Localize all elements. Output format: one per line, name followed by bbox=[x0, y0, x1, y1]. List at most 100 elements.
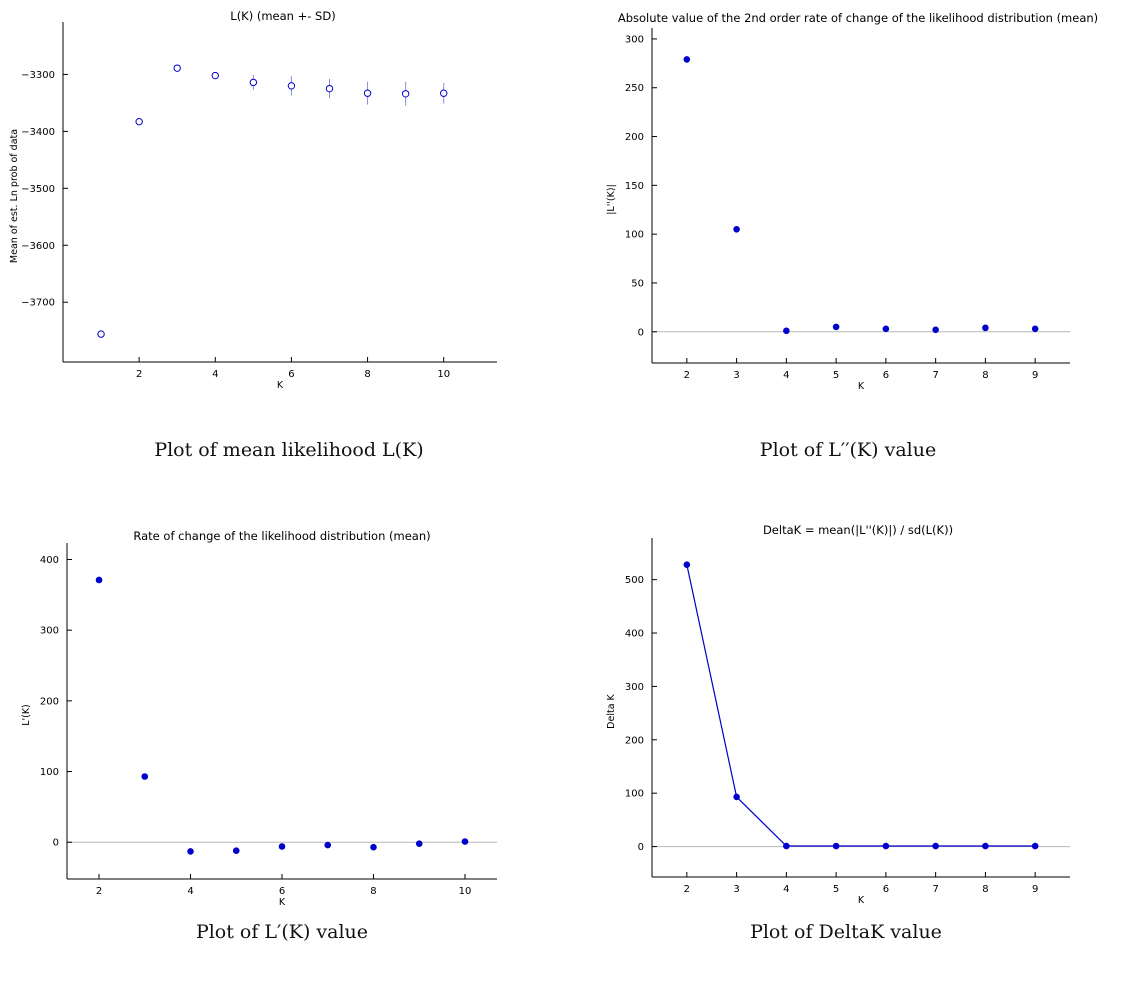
data-point bbox=[287, 82, 296, 90]
x-tick-label: 4 bbox=[212, 369, 218, 380]
data-point bbox=[683, 56, 691, 63]
chart-lk: L(K) (mean +- SD) 2 4 6 8 10 −3300 −3400 −3500 −3… bbox=[9, 9, 497, 391]
caption-lk: Plot of mean likelihood L(K) bbox=[154, 439, 424, 461]
data-point bbox=[1031, 325, 1039, 333]
data-point bbox=[173, 64, 181, 72]
y-axis-label: Mean of est. Ln prob of data bbox=[9, 129, 20, 263]
y-tick-label: 400 bbox=[40, 555, 59, 566]
data-point bbox=[932, 842, 939, 850]
y-tick-label: 0 bbox=[638, 327, 644, 338]
data-point bbox=[882, 325, 890, 333]
x-tick-label: 6 bbox=[883, 884, 889, 895]
chart-title: DeltaK = mean(|L''(K)|) / sd(L(K)) bbox=[763, 523, 953, 537]
data-point bbox=[135, 117, 143, 126]
y-tick-label: 200 bbox=[625, 735, 644, 746]
y-tick-label: 200 bbox=[40, 696, 59, 707]
chart-l2k: Absolute value of the 2nd order rate of … bbox=[606, 11, 1098, 392]
x-tick-label: 2 bbox=[684, 370, 690, 381]
data-point bbox=[832, 323, 840, 331]
chart-title: L(K) (mean +- SD) bbox=[230, 9, 335, 23]
x-tick-label: 8 bbox=[982, 370, 988, 381]
chart-title: Absolute value of the 2nd order rate of … bbox=[618, 11, 1098, 25]
data-point bbox=[325, 84, 334, 93]
x-tick-label: 5 bbox=[833, 884, 839, 895]
series-line bbox=[686, 564, 1036, 847]
data-point bbox=[783, 327, 790, 335]
x-tick-label: 8 bbox=[364, 369, 370, 380]
data-point bbox=[1031, 842, 1039, 850]
y-tick-label: −3500 bbox=[21, 184, 55, 195]
x-tick-label: 2 bbox=[136, 369, 142, 380]
y-tick-label: −3700 bbox=[21, 298, 55, 309]
data-point bbox=[733, 793, 740, 801]
y-axis-label: L'(K) bbox=[21, 704, 32, 726]
data-point bbox=[982, 324, 989, 332]
x-tick-label: 3 bbox=[733, 884, 739, 895]
x-axis-label: K bbox=[858, 381, 865, 392]
y-tick-label: −3300 bbox=[21, 70, 55, 81]
y-tick-label: 300 bbox=[625, 682, 644, 693]
chart-deltak: DeltaK = mean(|L''(K)|) / sd(L(K)) 2 3 4 5 6 7… bbox=[606, 523, 1070, 906]
data-point bbox=[882, 842, 890, 850]
data-point bbox=[278, 843, 286, 850]
chart-l1k: Rate of change of the likelihood distrib… bbox=[21, 529, 497, 908]
x-axis-label: K bbox=[277, 380, 284, 391]
y-tick-label: 400 bbox=[625, 629, 644, 640]
y-tick-label: 100 bbox=[625, 230, 644, 241]
data-point bbox=[982, 842, 989, 850]
x-tick-label: 9 bbox=[1032, 884, 1038, 895]
y-tick-label: 0 bbox=[53, 838, 59, 849]
x-tick-label: 10 bbox=[437, 369, 450, 380]
data-point bbox=[187, 848, 194, 855]
data-point bbox=[95, 576, 103, 584]
x-tick-label: 8 bbox=[370, 886, 376, 897]
data-point bbox=[783, 842, 790, 850]
y-tick-label: 200 bbox=[625, 132, 644, 143]
x-tick-label: 8 bbox=[982, 884, 988, 895]
y-tick-label: 100 bbox=[625, 789, 644, 800]
data-point bbox=[141, 773, 149, 780]
y-tick-label: −3600 bbox=[21, 241, 55, 252]
data-point bbox=[97, 330, 105, 338]
x-tick-label: 3 bbox=[733, 370, 739, 381]
data-point bbox=[461, 838, 469, 845]
data-point bbox=[415, 840, 423, 847]
data-point bbox=[401, 90, 410, 98]
x-tick-label: 6 bbox=[288, 369, 294, 380]
data-point bbox=[324, 841, 332, 849]
x-tick-label: 2 bbox=[684, 884, 690, 895]
x-tick-label: 4 bbox=[783, 370, 789, 381]
data-point bbox=[232, 847, 240, 855]
data-point bbox=[733, 225, 740, 233]
y-tick-label: 500 bbox=[625, 575, 644, 586]
y-tick-label: 100 bbox=[40, 767, 59, 778]
x-axis-label: K bbox=[279, 897, 286, 908]
y-tick-label: 150 bbox=[625, 181, 644, 192]
x-tick-label: 6 bbox=[279, 886, 285, 897]
data-point bbox=[832, 842, 840, 850]
data-point bbox=[249, 78, 258, 87]
chart-title: Rate of change of the likelihood distrib… bbox=[133, 529, 430, 543]
y-axis-label: |L''(K)| bbox=[606, 184, 617, 215]
data-point bbox=[440, 89, 448, 97]
y-tick-label: 300 bbox=[40, 626, 59, 637]
data-point bbox=[363, 89, 372, 97]
x-tick-label: 9 bbox=[1032, 370, 1038, 381]
x-tick-label: 4 bbox=[783, 884, 789, 895]
x-tick-label: 7 bbox=[932, 884, 938, 895]
y-tick-label: 0 bbox=[638, 842, 644, 853]
caption-l1k: Plot of L′(K) value bbox=[195, 921, 369, 943]
y-tick-label: 250 bbox=[625, 83, 644, 94]
data-point bbox=[211, 71, 219, 80]
x-tick-label: 4 bbox=[187, 886, 193, 897]
data-point bbox=[370, 843, 377, 851]
x-tick-label: 7 bbox=[932, 370, 938, 381]
x-tick-label: 5 bbox=[833, 370, 839, 381]
y-tick-label: −3400 bbox=[21, 127, 55, 138]
x-tick-label: 6 bbox=[883, 370, 889, 381]
caption-l2k: Plot of L′′(K) value bbox=[759, 439, 937, 461]
y-tick-label: 300 bbox=[625, 34, 644, 45]
data-point bbox=[683, 561, 691, 568]
y-tick-label: 50 bbox=[631, 278, 644, 289]
x-tick-label: 2 bbox=[96, 886, 102, 897]
